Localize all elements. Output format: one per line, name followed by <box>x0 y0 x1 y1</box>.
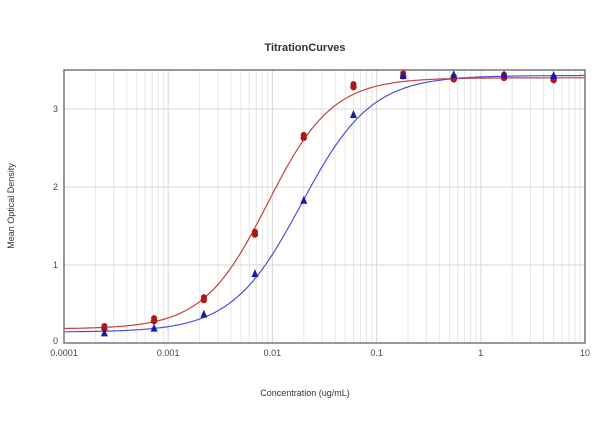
x-tick-label: 0.01 <box>264 348 282 358</box>
data-point-triangle <box>150 323 158 332</box>
data-point-triangle <box>500 70 508 79</box>
data-point-circle <box>101 322 108 329</box>
fit-curves <box>64 74 585 333</box>
data-point-circle <box>300 131 307 138</box>
x-axis-ticks: 0.0001 0.001 0.01 0.1 1 10 <box>50 348 590 358</box>
data-point-circle <box>350 81 357 88</box>
data-point-triangle <box>300 195 308 204</box>
fit-curve-red <box>64 77 585 330</box>
data-point-circle <box>251 228 258 235</box>
y-axis-ticks: 0 1 2 3 <box>53 104 58 346</box>
y-tick-label: 3 <box>53 104 58 114</box>
data-points <box>100 70 558 337</box>
data-point-triangle <box>200 309 208 318</box>
x-tick-label: 0.1 <box>370 348 383 358</box>
data-point-triangle <box>251 269 259 278</box>
data-point-triangle <box>100 328 108 337</box>
grid-lines <box>64 70 585 343</box>
x-tick-label: 0.001 <box>157 348 180 358</box>
y-tick-label: 0 <box>53 336 58 346</box>
data-point-triangle <box>349 109 357 118</box>
x-axis-label: Concentration (ug/mL) <box>260 388 350 398</box>
data-point-circle <box>200 294 207 301</box>
chart-title: TitrationCurves <box>264 42 345 54</box>
data-point-triangle <box>550 70 558 79</box>
data-point-triangle <box>399 70 407 79</box>
plot-frame <box>63 69 586 344</box>
y-tick-label: 2 <box>53 182 58 192</box>
fit-curve-blue <box>64 74 585 333</box>
x-tick-label: 0.0001 <box>50 348 78 358</box>
data-point-triangle <box>450 70 458 79</box>
x-tick-label: 1 <box>478 348 483 358</box>
y-tick-label: 1 <box>53 260 58 270</box>
y-axis-label: Mean Optical Density <box>6 163 16 249</box>
x-tick-label: 10 <box>580 348 590 358</box>
data-point-circle <box>151 315 158 322</box>
